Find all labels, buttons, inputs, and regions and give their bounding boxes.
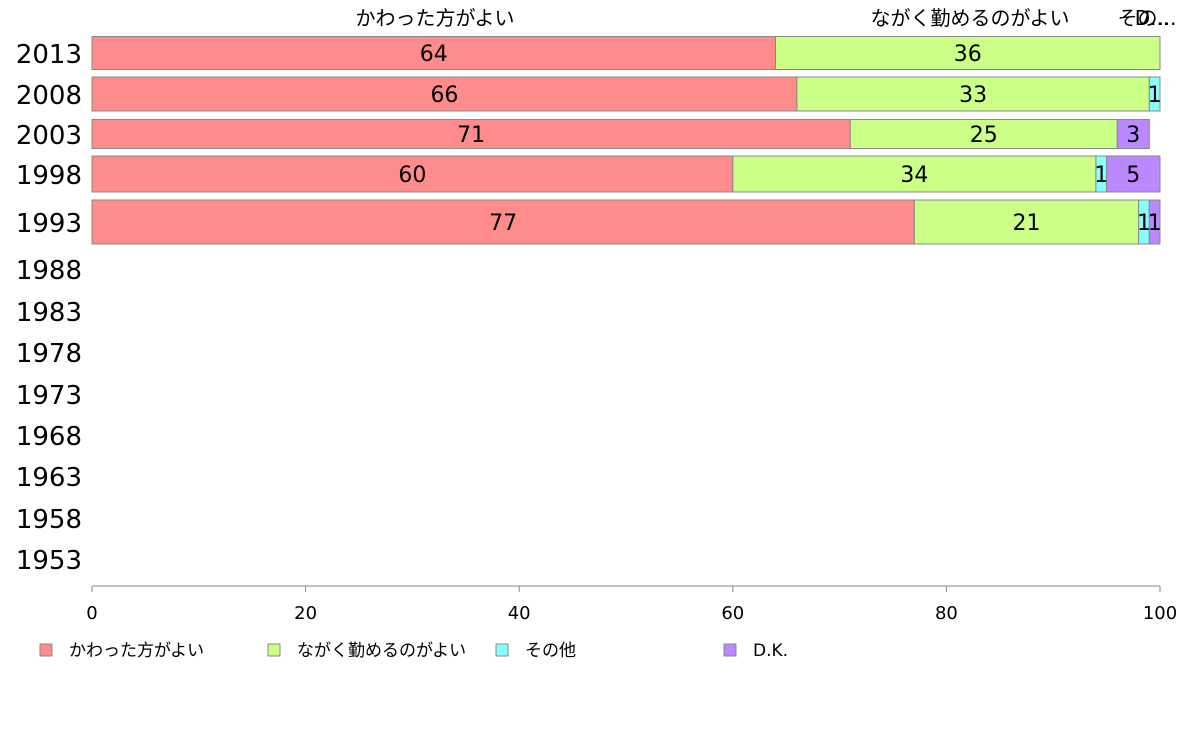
y-tick-label-1993: 1993 — [16, 209, 82, 239]
data-label-1998-series-2: 1 — [1094, 163, 1108, 188]
data-label-2008-series-1: 33 — [959, 83, 987, 108]
x-axis: 0 20 40 60 80 100 — [86, 585, 1177, 624]
y-tick-label-1973: 1973 — [16, 381, 82, 411]
x-tick-label-40: 40 — [508, 603, 531, 624]
bar-2008-series-0 — [91, 76, 798, 112]
data-label-1993-series-2: 1 — [1137, 211, 1151, 236]
bar-2003-series-0 — [91, 119, 851, 149]
bar-2013-series-1 — [775, 36, 1161, 70]
bar-2008-series-2 — [1148, 76, 1161, 112]
data-label-1993-series-1: 21 — [1013, 211, 1041, 236]
bar-2003-series-3 — [1116, 119, 1150, 149]
top-labels-layer: かわった方がよい ながく勤めるのがよい その...D... — [356, 6, 1177, 30]
y-tick-label-1963: 1963 — [16, 463, 82, 493]
legend-label-1: ながく勤めるのがよい — [297, 641, 466, 661]
data-label-2003-series-0: 71 — [457, 123, 485, 148]
x-tick-label-60: 60 — [721, 603, 744, 624]
legend-swatch-0 — [39, 643, 53, 657]
y-tick-label-1953: 1953 — [16, 546, 82, 576]
y-tick-label-1978: 1978 — [16, 339, 82, 369]
y-tick-label-2008: 2008 — [16, 81, 82, 111]
data-label-1993-series-0: 77 — [489, 211, 517, 236]
legend-label-2: その他 — [525, 641, 576, 661]
bar-2013-series-0 — [91, 36, 777, 70]
bar-1998-series-3 — [1106, 155, 1161, 193]
legend-label-0: かわった方がよい — [69, 641, 204, 661]
x-tick-label-0: 0 — [86, 603, 97, 624]
y-axis-labels: 2013 2008 2003 1998 1993 1988 1983 1978 1973 1968… — [16, 40, 82, 576]
data-label-2003-series-1: 25 — [970, 123, 998, 148]
data-label-1998-series-3: 5 — [1126, 163, 1140, 188]
top-series-label-2: その... — [1117, 6, 1176, 30]
legend-swatch-3 — [723, 643, 737, 657]
top-series-label-3: D... — [1135, 6, 1169, 30]
y-tick-label-1983: 1983 — [16, 298, 82, 328]
bar-2008-series-1 — [796, 76, 1150, 112]
bar-1993-series-3 — [1148, 199, 1161, 245]
data-label-1998-series-1: 34 — [900, 163, 928, 188]
data-label-2013-series-1: 36 — [954, 42, 982, 67]
bar-1993-series-0 — [91, 199, 915, 245]
data-label-2013-series-0: 64 — [420, 42, 448, 67]
y-tick-label-1968: 1968 — [16, 422, 82, 452]
bar-1998-series-1 — [732, 155, 1097, 193]
legend-swatch-1 — [267, 643, 281, 657]
legend-swatch-2 — [495, 643, 509, 657]
x-tick-label-20: 20 — [294, 603, 317, 624]
top-series-label-0: かわった方がよい — [356, 6, 515, 30]
data-label-2008-series-0: 66 — [430, 83, 458, 108]
y-tick-label-1958: 1958 — [16, 505, 82, 535]
x-tick-label-80: 80 — [935, 603, 958, 624]
data-label-2008-series-2: 1 — [1148, 83, 1162, 108]
bar-1998-series-0 — [91, 155, 734, 193]
top-series-label-1: ながく勤めるのがよい — [871, 6, 1070, 30]
bar-2003-series-1 — [849, 119, 1118, 149]
data-label-1993-series-3: 1 — [1148, 211, 1162, 236]
legend-label-3: D.K. — [753, 641, 788, 661]
legend: かわった方がよい ながく勤めるのがよい その他 D.K. — [39, 641, 788, 661]
y-tick-label-1988: 1988 — [16, 256, 82, 286]
x-tick-label-100: 100 — [1143, 603, 1177, 624]
y-tick-label-1998: 1998 — [16, 161, 82, 191]
data-label-2003-series-3: 3 — [1126, 123, 1140, 148]
y-tick-label-2013: 2013 — [16, 40, 82, 70]
y-tick-label-2003: 2003 — [16, 121, 82, 151]
data-label-1998-series-0: 60 — [398, 163, 426, 188]
